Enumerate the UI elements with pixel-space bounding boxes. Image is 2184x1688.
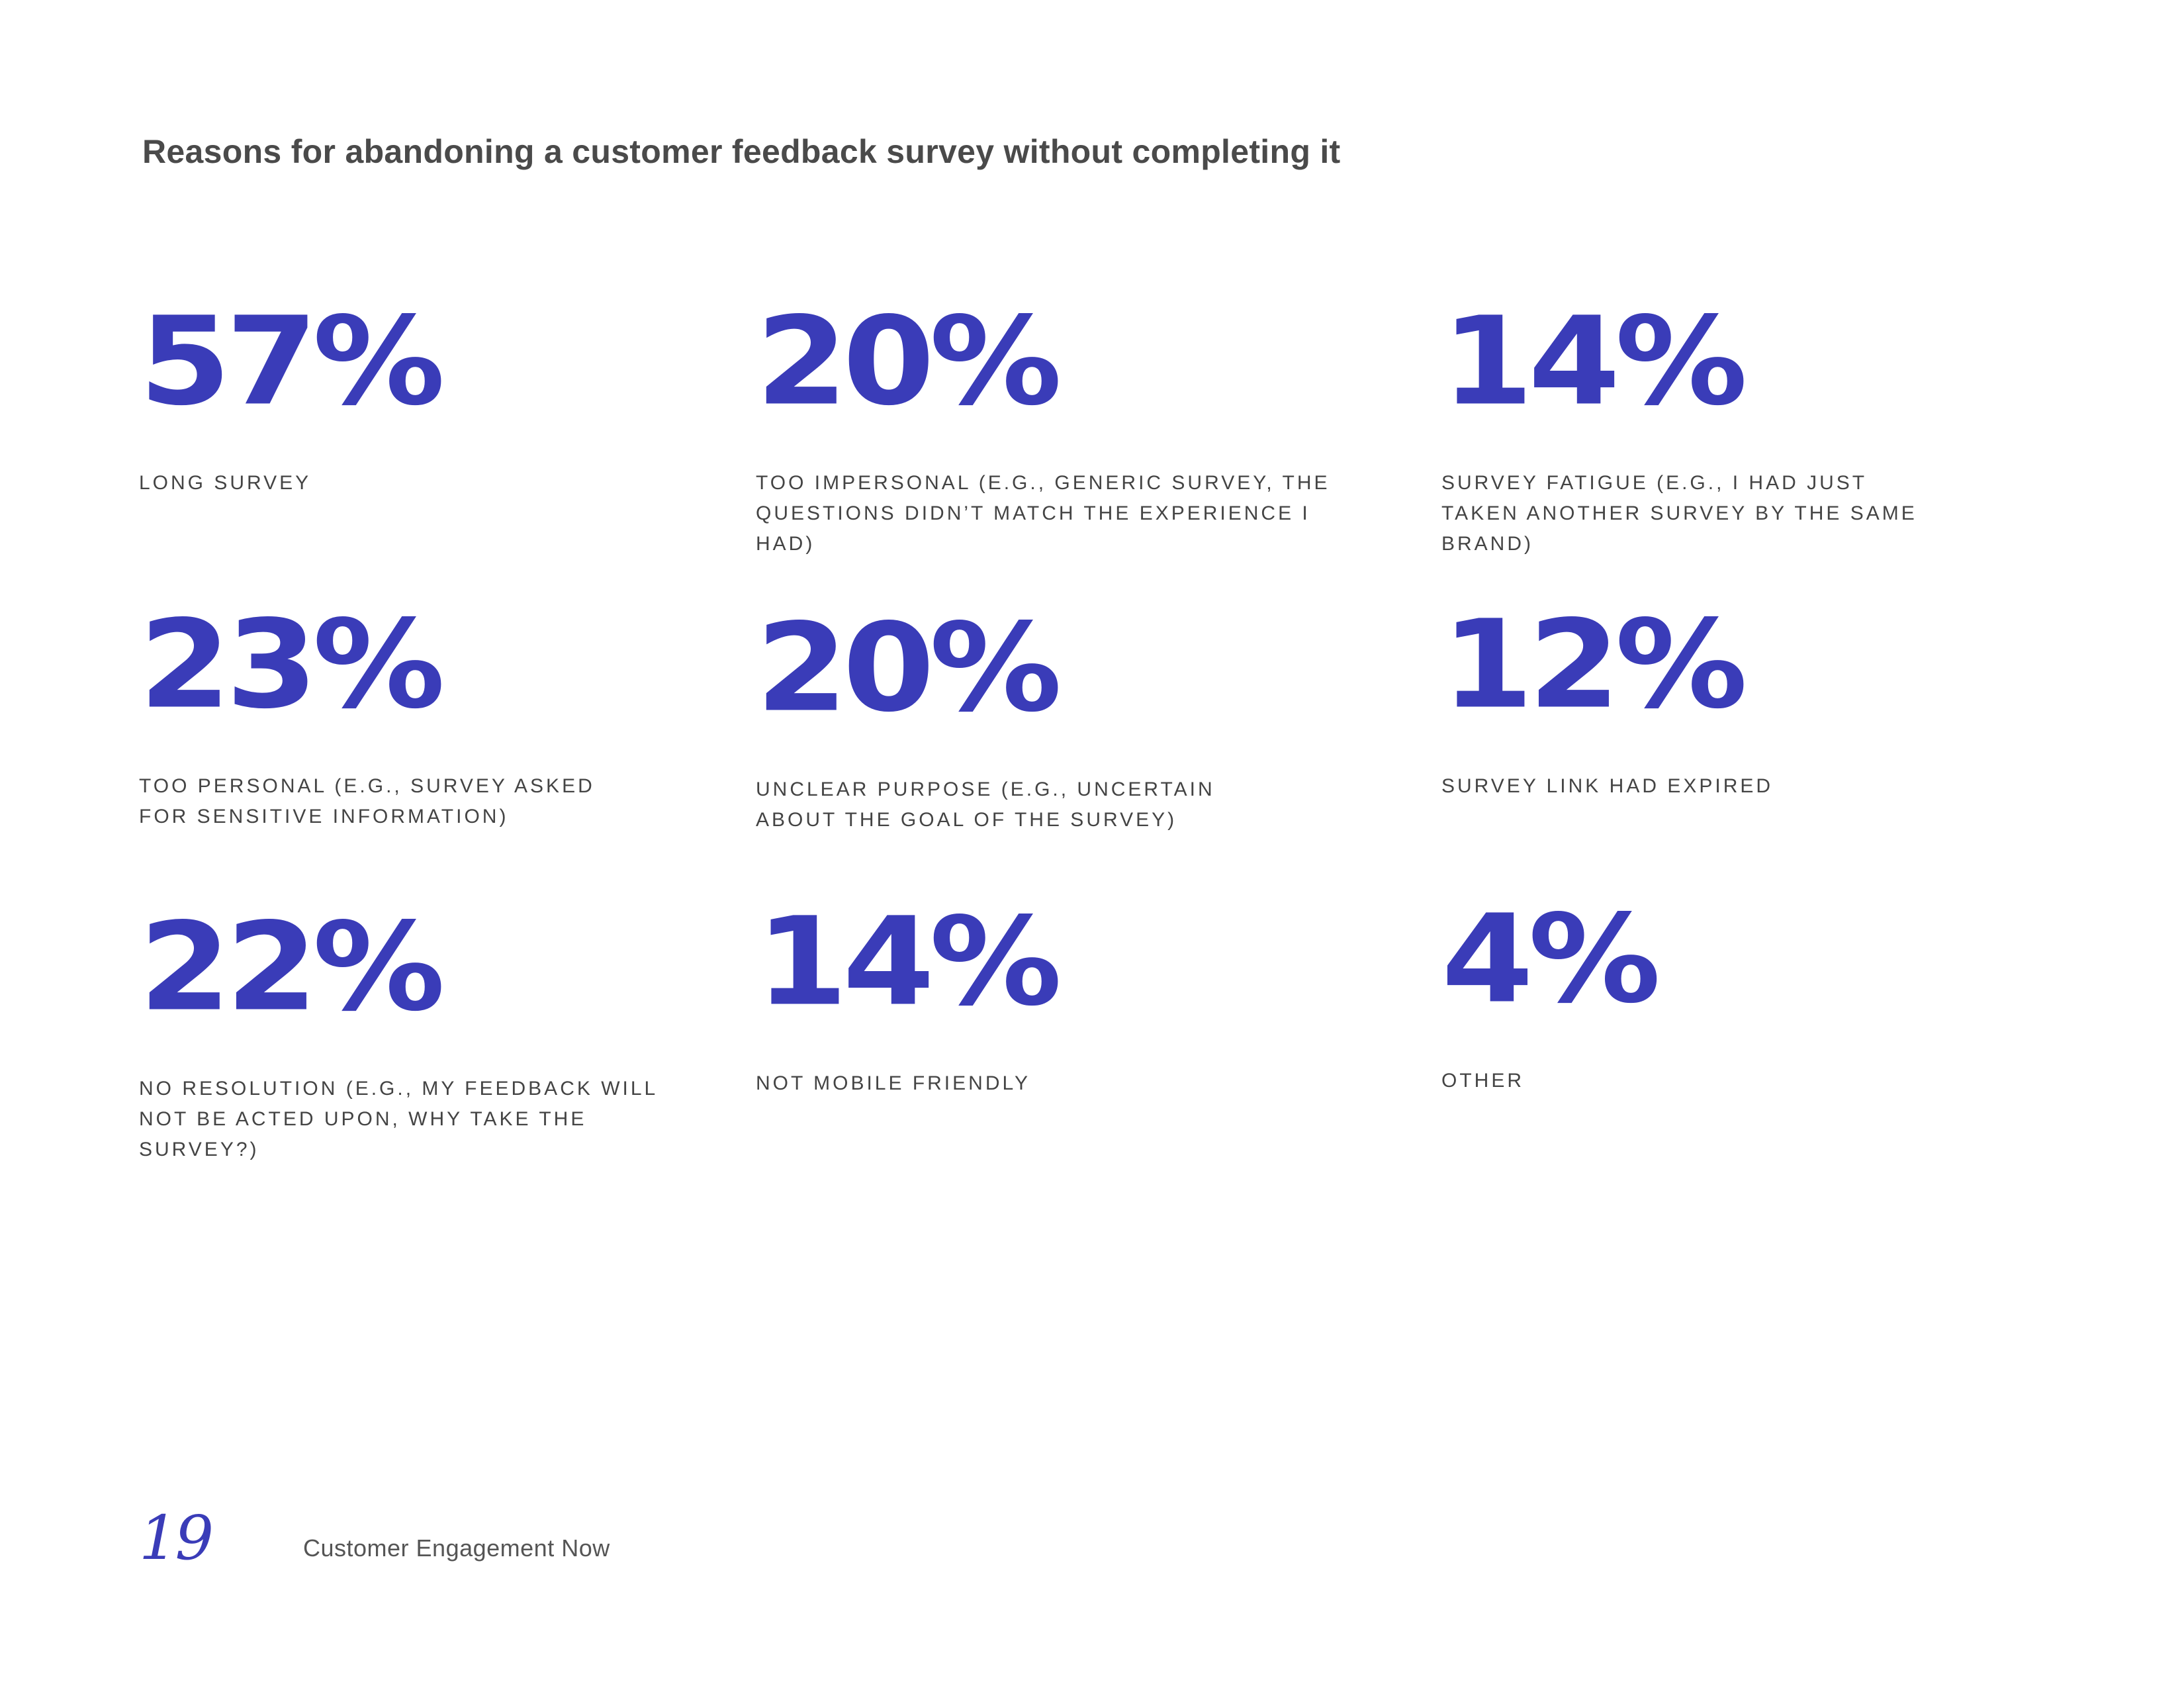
stat-value: 57% (139, 291, 445, 433)
stat-not-mobile-friendly: 14% NOT MOBILE FRIENDLY (756, 902, 1298, 1099)
stat-label: SURVEY LINK HAD EXPIRED (1441, 775, 1774, 797)
stat-no-resolution: 22% NO RESOLUTION (E.G., MY FEEDBACK WIL… (139, 907, 695, 1165)
stat-label: TOO IMPERSONAL (E.G., GENERIC SURVEY, TH… (756, 472, 1330, 555)
stat-label: TOO PERSONAL (E.G., SURVEY ASKED FOR SEN… (139, 775, 595, 827)
stat-label: NO RESOLUTION (E.G., MY FEEDBACK WILL NO… (139, 1078, 658, 1160)
stat-survey-fatigue: 14% SURVEY FATIGUE (E.G., I HAD JUST TAK… (1441, 301, 1944, 559)
page-number: 19 (139, 1503, 214, 1573)
stat-value: 20% (756, 291, 1062, 433)
stat-value: 14% (756, 891, 1062, 1033)
stat-label: UNCLEAR PURPOSE (E.G., UNCERTAIN ABOUT T… (756, 778, 1215, 831)
publication-name: Customer Engagement Now (303, 1534, 610, 1562)
stat-label: OTHER (1441, 1070, 1524, 1092)
stat-value: 4% (1441, 888, 1661, 1031)
stat-value: 14% (1441, 291, 1748, 433)
stat-label: SURVEY FATIGUE (E.G., I HAD JUST TAKEN A… (1441, 472, 1917, 555)
stat-other: 4% OTHER (1441, 899, 1944, 1096)
stat-value: 20% (756, 597, 1062, 739)
stat-value: 12% (1441, 594, 1748, 736)
stat-value: 22% (139, 896, 445, 1039)
stat-long-survey: 57% LONG SURVEY (139, 301, 668, 498)
stat-value: 23% (139, 594, 445, 736)
page-title: Reasons for abandoning a customer feedba… (142, 133, 1341, 170)
stat-unclear-purpose: 20% UNCLEAR PURPOSE (E.G., UNCERTAIN ABO… (756, 608, 1298, 835)
stat-too-personal: 23% TOO PERSONAL (E.G., SURVEY ASKED FOR… (139, 604, 642, 832)
stat-label: LONG SURVEY (139, 472, 312, 494)
stat-too-impersonal: 20% TOO IMPERSONAL (E.G., GENERIC SURVEY… (756, 301, 1351, 559)
stat-link-expired: 12% SURVEY LINK HAD EXPIRED (1441, 604, 1944, 802)
stat-label: NOT MOBILE FRIENDLY (756, 1072, 1030, 1094)
